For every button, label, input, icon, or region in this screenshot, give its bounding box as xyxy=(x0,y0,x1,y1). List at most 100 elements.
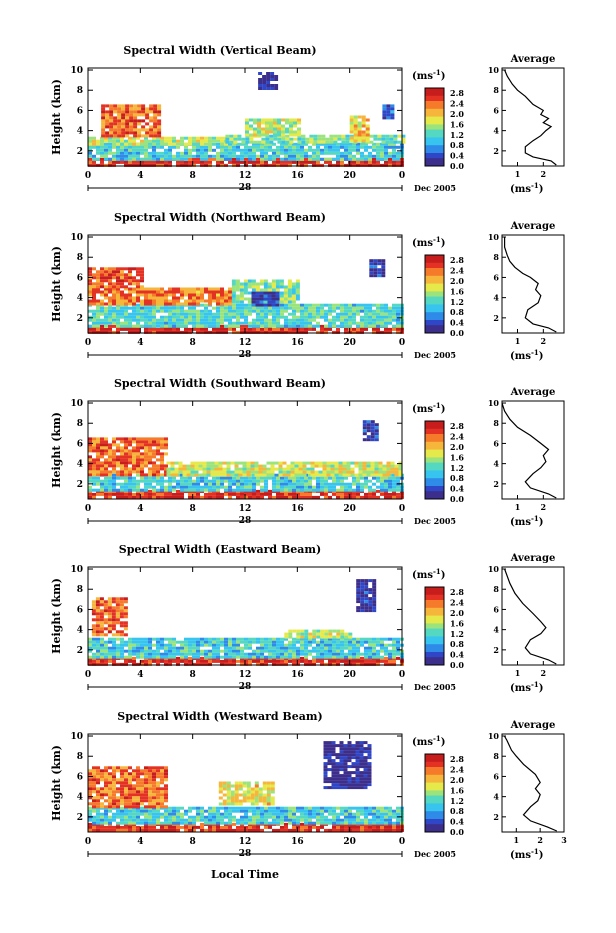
heatmap-cell xyxy=(132,480,136,483)
heatmap-cell xyxy=(284,647,288,650)
heatmap-cell xyxy=(140,267,144,270)
heatmap-cell xyxy=(136,458,140,461)
heatmap-cell xyxy=(336,483,340,486)
heatmap-cell xyxy=(268,292,272,295)
heatmap-cell xyxy=(180,288,184,291)
heatmap-cell xyxy=(336,319,340,322)
heatmap-cell xyxy=(160,140,164,143)
heatmap-cell xyxy=(328,307,332,310)
heatmap-cell xyxy=(136,310,140,313)
heatmap-cell xyxy=(384,657,388,660)
heatmap-cell xyxy=(300,496,304,499)
heatmap-cell xyxy=(284,660,288,663)
heatmap-cell xyxy=(347,462,351,465)
heatmap-cell xyxy=(275,468,279,471)
heatmap-cell xyxy=(212,307,216,310)
heatmap-cell xyxy=(291,471,295,474)
heatmap-cell xyxy=(140,313,144,316)
heatmap-cell xyxy=(100,627,104,630)
x-tick-label: 12 xyxy=(239,338,252,348)
heatmap-cell xyxy=(172,486,176,489)
heatmap-cell xyxy=(252,310,256,313)
heatmap-cell xyxy=(208,149,212,152)
heatmap-cell xyxy=(316,660,320,663)
heatmap-cell xyxy=(276,660,280,663)
heatmap-cell xyxy=(211,462,215,465)
heatmap-cell xyxy=(268,310,272,313)
heatmap-cell xyxy=(384,322,388,325)
average-title: Average xyxy=(510,553,556,564)
heatmap-cell xyxy=(144,437,148,440)
heatmap-cell xyxy=(372,644,376,647)
heatmap-cell xyxy=(248,307,252,310)
heatmap-cell xyxy=(396,304,400,307)
heatmap-cell xyxy=(96,624,100,627)
heatmap-cell xyxy=(208,288,212,291)
heatmap-cell xyxy=(96,603,100,606)
heatmap-cell xyxy=(288,656,292,659)
heatmap-cell xyxy=(356,322,360,325)
heatmap-cell xyxy=(96,656,100,659)
heatmap-cell xyxy=(88,143,92,146)
average-y-tick-label: 8 xyxy=(493,584,499,594)
heatmap-cell xyxy=(261,131,265,134)
heatmap-cell xyxy=(191,468,195,471)
heatmap-cell xyxy=(236,280,240,283)
heatmap-cell xyxy=(88,285,92,288)
heatmap-cell xyxy=(120,273,124,276)
heatmap-cell xyxy=(148,140,152,143)
heatmap-cell xyxy=(109,128,113,131)
heatmap-cell xyxy=(366,119,370,122)
heatmap-cell xyxy=(171,474,175,477)
heatmap-cell xyxy=(309,135,313,138)
heatmap-cell xyxy=(104,449,108,452)
heatmap-cell xyxy=(188,291,192,294)
heatmap-cell xyxy=(108,273,112,276)
heatmap-cell xyxy=(256,483,260,486)
heatmap-cell xyxy=(172,322,176,325)
heatmap-cell xyxy=(267,468,271,471)
heatmap-cell xyxy=(184,489,188,492)
heatmap-cell xyxy=(216,650,220,653)
heatmap-cell xyxy=(268,298,272,301)
heatmap-cell xyxy=(176,303,180,306)
heatmap-cell xyxy=(264,826,268,829)
heatmap-cell xyxy=(248,480,252,483)
heatmap-cell xyxy=(359,468,363,471)
heatmap-cell xyxy=(164,316,168,319)
heatmap-cell xyxy=(121,119,125,122)
heatmap-cell xyxy=(316,155,320,158)
heatmap-cell xyxy=(216,644,220,647)
heatmap-cell xyxy=(140,294,144,297)
heatmap-cell xyxy=(184,480,188,483)
heatmap-cell xyxy=(300,155,304,158)
heatmap-cell xyxy=(317,141,321,144)
heatmap-cell xyxy=(156,483,160,486)
heatmap-cell xyxy=(343,474,347,477)
heatmap-cell xyxy=(220,149,224,152)
heatmap-cell xyxy=(375,423,379,426)
heatmap-cell xyxy=(144,155,148,158)
heatmap-cell xyxy=(164,161,168,164)
heatmap-cell xyxy=(236,313,240,316)
heatmap-cell xyxy=(196,155,200,158)
heatmap-cell xyxy=(140,285,144,288)
heatmap-cell xyxy=(172,316,176,319)
heatmap-cell xyxy=(252,638,256,641)
heatmap-cell xyxy=(164,143,168,146)
heatmap-cell xyxy=(204,486,208,489)
heatmap-cell xyxy=(96,146,100,149)
heatmap-cell xyxy=(280,644,284,647)
heatmap-cell xyxy=(280,152,284,155)
heatmap-cell xyxy=(256,641,260,644)
heatmap-cell xyxy=(104,470,108,473)
heatmap-cell xyxy=(156,325,160,328)
heatmap-cell xyxy=(307,462,311,465)
heatmap-cell xyxy=(276,158,280,161)
heatmap-cell xyxy=(369,262,373,265)
heatmap-cell xyxy=(284,155,288,158)
colorbar-tick-label: 0.8 xyxy=(450,307,464,317)
heatmap-cell xyxy=(372,660,376,663)
heatmap-cell xyxy=(372,477,376,480)
heatmap-cell xyxy=(348,653,352,656)
